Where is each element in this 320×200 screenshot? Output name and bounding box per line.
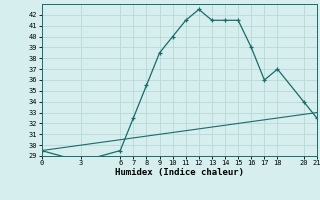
X-axis label: Humidex (Indice chaleur): Humidex (Indice chaleur): [115, 168, 244, 177]
